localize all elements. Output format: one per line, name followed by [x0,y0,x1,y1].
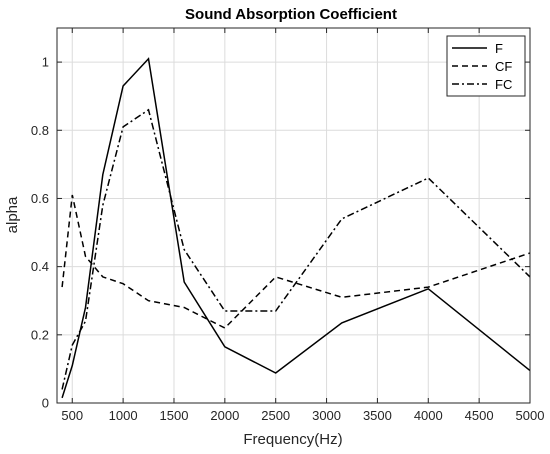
chart-title: Sound Absorption Coefficient [185,6,397,23]
y-tick-label: 0.6 [31,191,49,206]
x-tick-label: 2000 [210,408,239,423]
y-axis-label: alpha [4,196,21,233]
series-group [61,57,531,399]
y-tick-label: 0.8 [31,123,49,138]
x-tick-label: 3000 [312,408,341,423]
y-tick-label: 0.4 [31,259,49,274]
x-tick-label: 1000 [109,408,138,423]
tick-labels: 500 1000 1500 2000 2500 3000 3500 4000 4500 5000 0… [31,28,545,423]
x-tick-label: 500 [61,408,83,423]
plot-frame [56,27,531,404]
series-line-f [61,57,531,399]
series-line-cf [61,194,531,329]
y-tick-label: 1 [42,55,49,70]
legend: F CF FC [446,35,526,97]
legend-label: CF [495,59,512,74]
x-axis-label: Frequency(Hz) [243,431,342,448]
x-tick-label: 1500 [160,408,189,423]
legend-label: F [495,41,503,56]
y-tick-label: 0 [42,396,49,411]
y-tick-label: 0.2 [31,327,49,342]
x-tick-label: 3500 [363,408,392,423]
legend-label: FC [495,77,512,92]
x-tick-label: 4500 [465,408,494,423]
x-tick-label: 2500 [261,408,290,423]
x-tick-label: 4000 [414,408,443,423]
x-tick-label: 5000 [516,408,545,423]
